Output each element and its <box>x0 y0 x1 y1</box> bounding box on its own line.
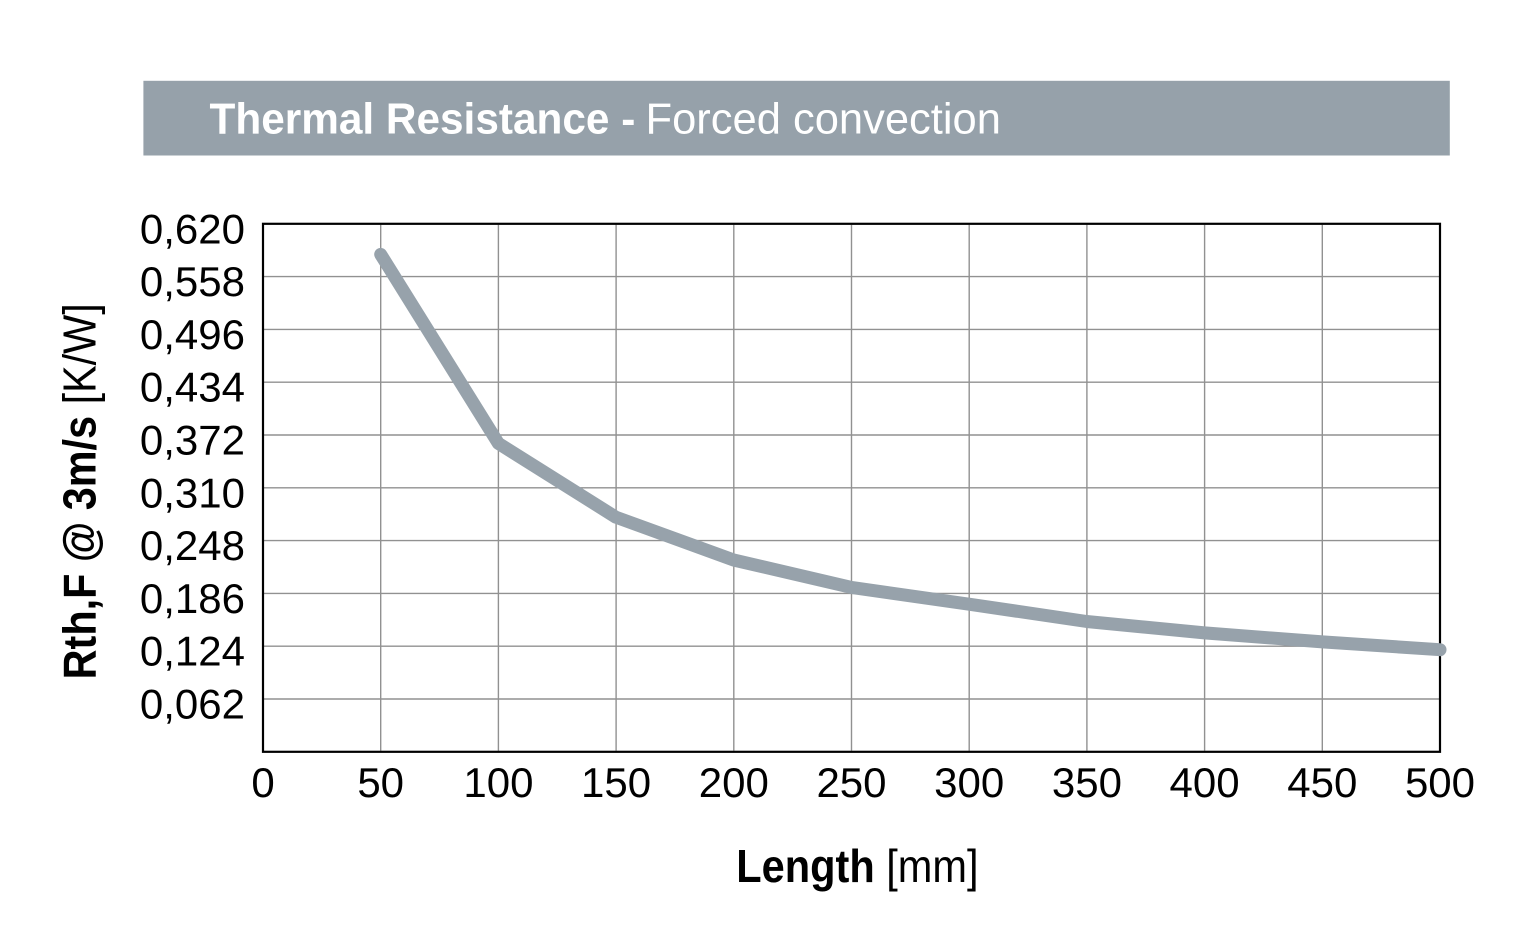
svg-text:450: 450 <box>1287 759 1357 806</box>
svg-text:150: 150 <box>581 759 651 806</box>
svg-text:300: 300 <box>934 759 1004 806</box>
svg-text:350: 350 <box>1052 759 1122 806</box>
svg-text:100: 100 <box>463 759 533 806</box>
svg-text:Rth,F @ 3m/s [K/W]: Rth,F @ 3m/s [K/W] <box>55 303 107 679</box>
svg-text:0,496: 0,496 <box>140 311 245 358</box>
svg-text:Thermal Resistance -: Thermal Resistance - <box>210 95 636 144</box>
svg-text:400: 400 <box>1170 759 1240 806</box>
svg-text:0: 0 <box>251 759 274 806</box>
svg-text:0,124: 0,124 <box>140 628 245 675</box>
svg-text:0,248: 0,248 <box>140 522 245 569</box>
svg-text:500: 500 <box>1405 759 1475 806</box>
svg-text:0,186: 0,186 <box>140 575 245 622</box>
svg-text:Length [mm]: Length [mm] <box>736 841 978 892</box>
svg-text:50: 50 <box>357 759 404 806</box>
svg-text:0,558: 0,558 <box>140 258 245 305</box>
svg-text:0,620: 0,620 <box>140 205 245 252</box>
svg-text:0,310: 0,310 <box>140 469 245 516</box>
svg-text:200: 200 <box>699 759 769 806</box>
svg-text:0,372: 0,372 <box>140 417 245 464</box>
svg-text:250: 250 <box>816 759 886 806</box>
svg-text:0,434: 0,434 <box>140 364 245 411</box>
svg-text:Forced convection: Forced convection <box>646 96 1001 144</box>
svg-text:0,062: 0,062 <box>140 681 245 728</box>
